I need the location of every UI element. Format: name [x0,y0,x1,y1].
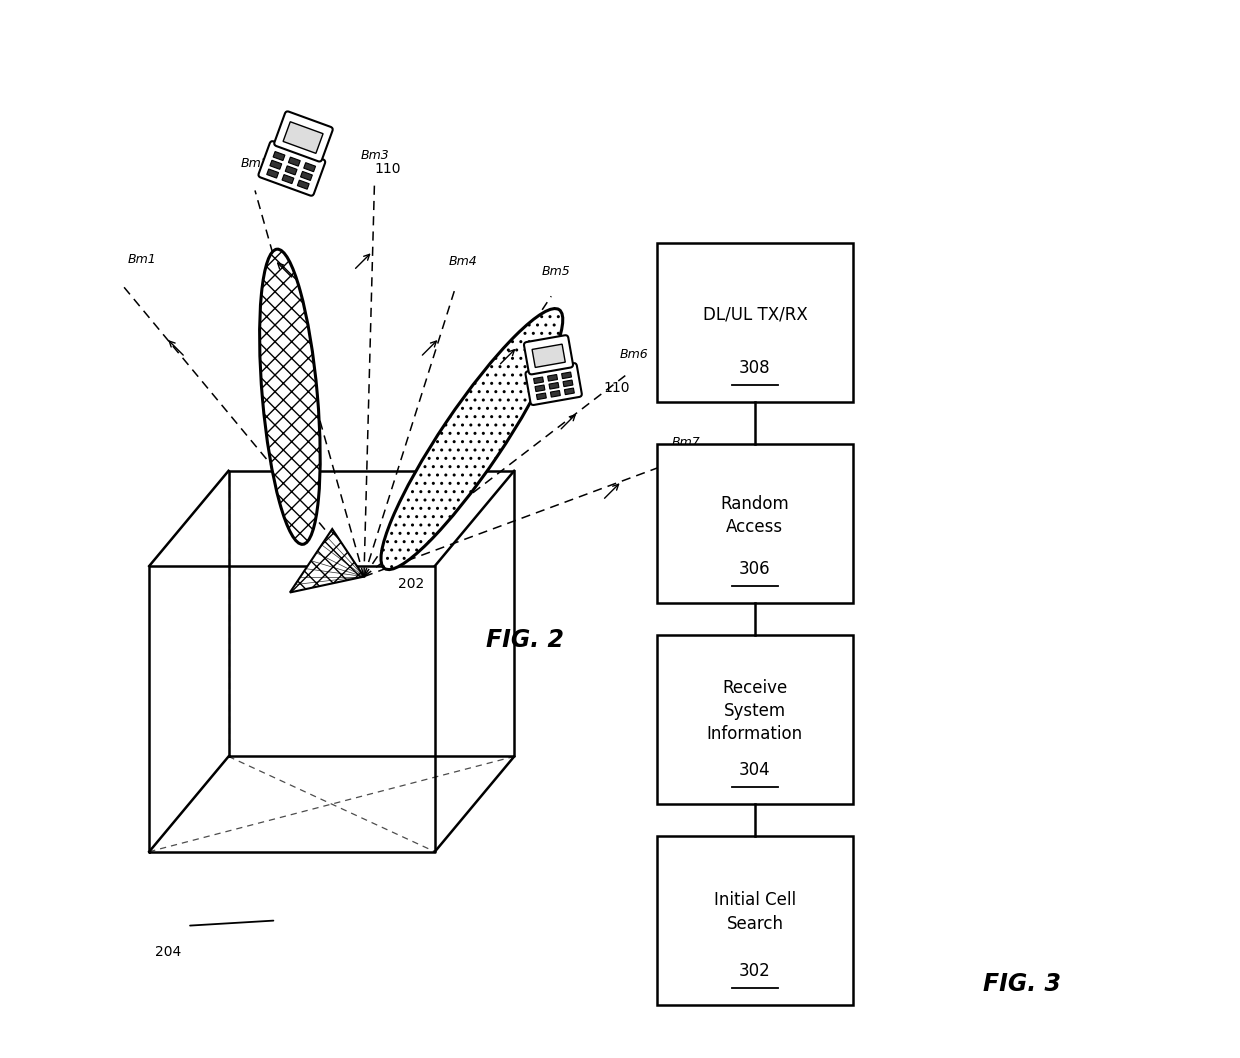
Text: 110: 110 [603,381,630,396]
Text: Bm5: Bm5 [542,266,570,278]
Text: Information: Information [707,725,804,744]
Text: 304: 304 [739,761,771,780]
FancyBboxPatch shape [526,363,582,405]
Bar [549,383,559,389]
Bar [533,377,543,384]
Text: Bm3: Bm3 [360,149,389,162]
Text: Search: Search [727,914,784,933]
Text: 302: 302 [739,962,771,981]
Bar [563,380,573,386]
Text: Access: Access [727,517,784,536]
Text: Bm2: Bm2 [241,158,269,170]
Text: 204: 204 [155,945,181,960]
Bar [532,344,565,367]
Bar [267,169,279,178]
Bar [289,157,300,166]
Ellipse shape [381,309,563,569]
Text: 202: 202 [398,577,424,591]
Text: DL/UL TX/RX: DL/UL TX/RX [703,305,807,324]
Text: Bm6: Bm6 [619,348,649,361]
Bar [298,180,309,189]
Bar [304,163,315,171]
Text: 110: 110 [374,162,401,177]
Text: 308: 308 [739,359,771,378]
Text: 306: 306 [739,560,771,579]
Bar [283,122,324,153]
Bar [657,836,853,1005]
Text: Random: Random [720,494,790,513]
Bar [551,390,560,397]
FancyBboxPatch shape [274,111,332,162]
Bar [564,388,574,395]
Bar [657,243,853,402]
Bar [534,385,544,391]
Bar [537,393,547,400]
Text: FIG. 2: FIG. 2 [486,628,564,652]
Bar [270,160,281,169]
Text: Receive: Receive [722,678,787,697]
Bar [657,635,853,804]
Bar [548,375,558,381]
Text: Bm1: Bm1 [128,253,156,266]
Text: Bm4: Bm4 [449,255,477,268]
Bar [281,175,294,184]
FancyBboxPatch shape [525,335,573,375]
Text: System: System [724,701,786,720]
Ellipse shape [259,250,320,544]
Bar [285,166,298,175]
Bar [657,444,853,603]
PathPatch shape [290,529,365,592]
Bar [562,372,572,379]
Text: Bm7: Bm7 [671,436,699,449]
Text: Initial Cell: Initial Cell [714,891,796,910]
Bar [273,151,285,161]
Bar [300,171,312,181]
FancyBboxPatch shape [258,141,325,196]
Text: FIG. 3: FIG. 3 [983,972,1061,996]
